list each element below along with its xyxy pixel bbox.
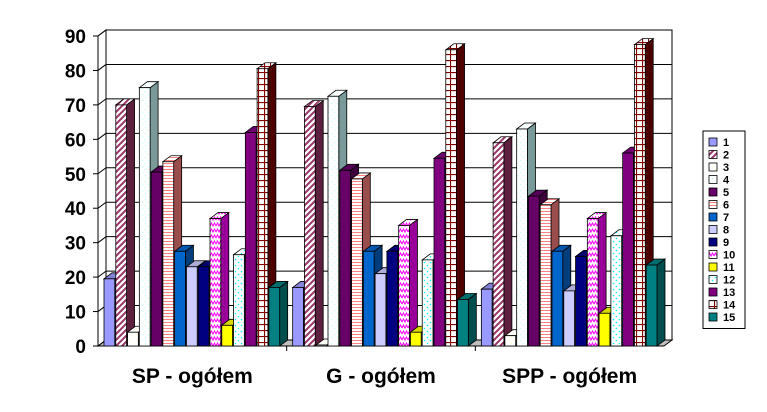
legend-label-2: 2 <box>723 150 729 162</box>
legend-label-5: 5 <box>723 187 729 199</box>
legend-swatch-10 <box>708 250 718 259</box>
gridline-depth <box>97 29 107 37</box>
y-tick-label: 60 <box>65 130 86 151</box>
legend-swatch-7 <box>708 212 718 222</box>
y-tick-label: 90 <box>65 27 86 48</box>
legend-swatch-4 <box>708 175 718 184</box>
bar-series-15-3 <box>645 258 667 347</box>
gridline-depth <box>97 64 107 71</box>
legend-swatch-9 <box>708 237 718 247</box>
gridline-depth <box>97 270 107 278</box>
bar-series-14-1 <box>255 61 278 347</box>
gridline-depth <box>97 201 107 209</box>
bar-series-2-3 <box>491 135 514 347</box>
y-tick-label: 80 <box>65 61 86 82</box>
legend-swatch-11 <box>708 262 718 272</box>
legend-label-12: 12 <box>723 275 735 287</box>
legend-swatch-15 <box>708 312 718 322</box>
y-tick-label: 30 <box>65 234 86 255</box>
legend-label-6: 6 <box>723 200 729 212</box>
bar-series-15-1 <box>267 280 289 347</box>
legend-label-7: 7 <box>723 212 729 224</box>
legend-swatch-12 <box>708 275 718 284</box>
category-label: G - ogółem <box>326 365 436 388</box>
legend-swatch-1 <box>708 137 718 147</box>
legend-swatch-2 <box>708 150 718 159</box>
legend-swatch-6 <box>708 200 718 209</box>
legend-swatch-14 <box>708 300 718 309</box>
legend-label-13: 13 <box>723 287 735 299</box>
legend-label-1: 1 <box>723 137 729 149</box>
legend-label-4: 4 <box>723 175 730 187</box>
legend-label-8: 8 <box>723 225 729 237</box>
bar-series-14-2 <box>444 42 466 347</box>
bars-layer <box>102 37 667 347</box>
legend-swatch-8 <box>708 225 718 234</box>
y-tick-label: 50 <box>65 165 86 186</box>
category-label: SP - ogółem <box>132 365 253 388</box>
legend-swatch-3 <box>708 162 718 172</box>
bar-series-2-2 <box>303 99 325 347</box>
gridline-depth <box>97 98 107 106</box>
category-label: SPP - ogółem <box>502 365 637 388</box>
legend-label-15: 15 <box>723 312 735 324</box>
y-tick-label: 0 <box>75 337 86 358</box>
legend-swatch-5 <box>708 187 718 197</box>
bar-series-2-1 <box>114 98 136 347</box>
legend-label-9: 9 <box>723 237 729 249</box>
y-tick-label: 40 <box>65 199 86 220</box>
legend-label-10: 10 <box>723 250 735 262</box>
gridline-depth <box>97 236 107 244</box>
legend-label-14: 14 <box>723 300 736 312</box>
legend-swatch-13 <box>708 287 718 297</box>
gridline-depth <box>97 167 107 175</box>
y-tick-label: 70 <box>65 96 86 117</box>
bar-series-15-2 <box>456 292 478 347</box>
y-tick-label: 10 <box>65 303 86 324</box>
bar-series-10-2 <box>397 218 419 347</box>
y-tick-label: 20 <box>65 268 86 289</box>
legend-label-3: 3 <box>723 162 729 174</box>
legend-label-11: 11 <box>723 262 735 274</box>
labels-layer: 0 10 20 30 40 50 60 70 80 90 SP - ogółem G - ogółem… <box>65 27 637 388</box>
gridline-depth <box>97 132 107 140</box>
